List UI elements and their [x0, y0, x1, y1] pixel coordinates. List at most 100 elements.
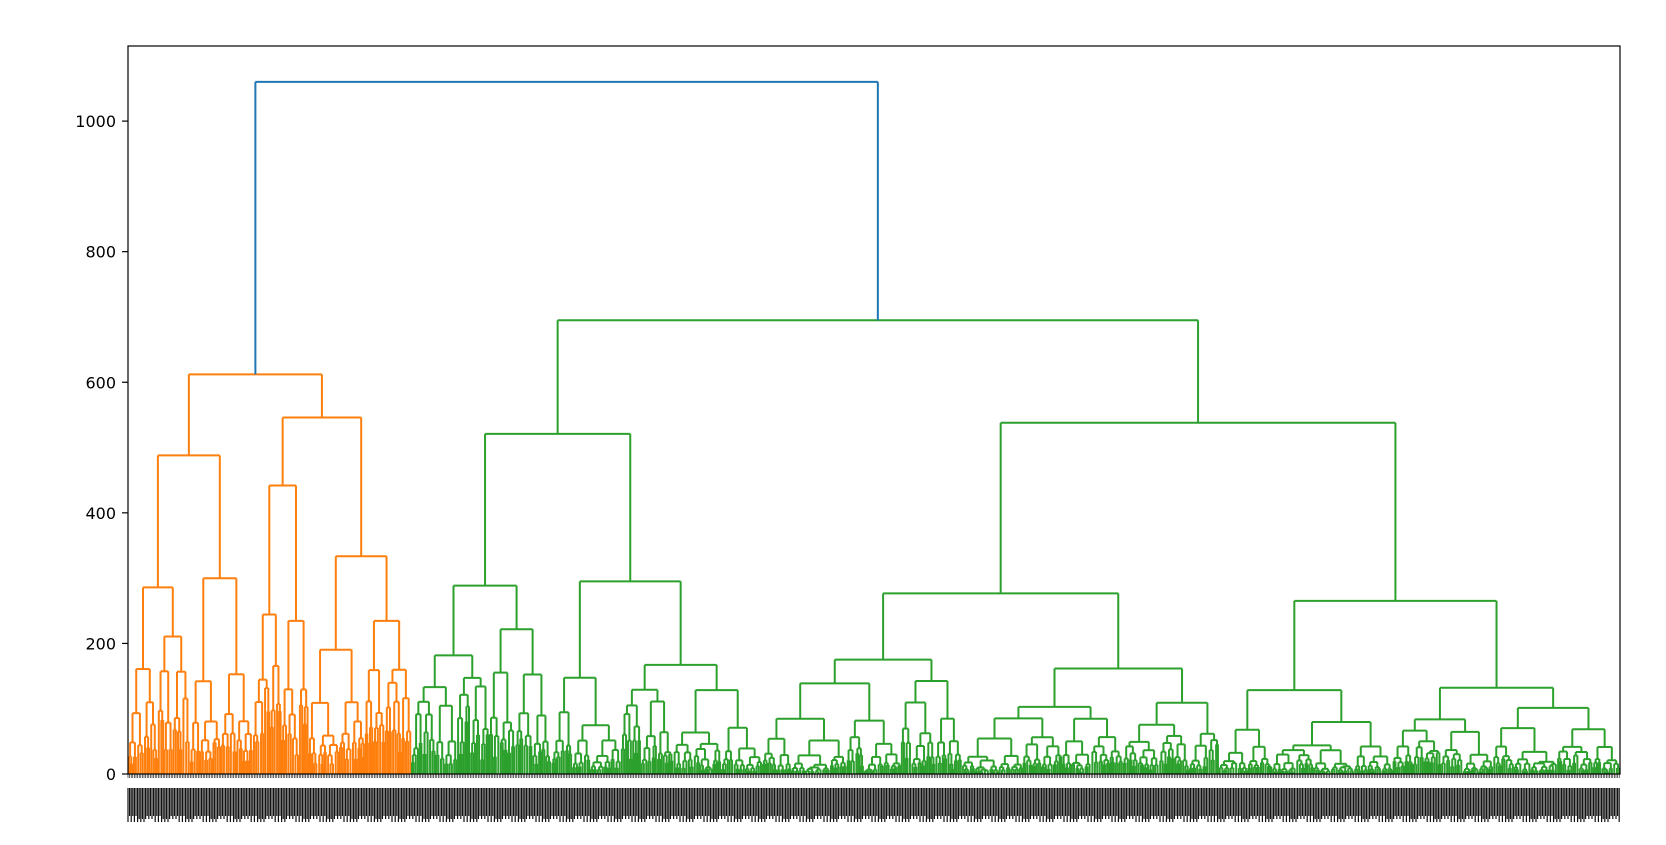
x-leaf-label [1103, 788, 1105, 816]
x-leaf-label [535, 788, 537, 822]
x-leaf-label [295, 788, 297, 822]
x-leaf-label [1209, 788, 1211, 816]
x-leaf-label [1596, 788, 1598, 816]
x-leaf-label [324, 788, 326, 816]
x-leaf-label [314, 788, 316, 816]
x-leaf-label [1551, 788, 1553, 816]
x-leaf-label [207, 788, 209, 816]
x-leaf-label [873, 788, 875, 816]
x-leaf-label [436, 788, 438, 819]
x-leaf-label [917, 788, 919, 816]
x-leaf-label [237, 788, 239, 819]
x-leaf-label [796, 788, 798, 819]
x-leaf-label [772, 788, 774, 819]
x-leaf-label [212, 788, 214, 822]
x-leaf-label [737, 788, 739, 822]
x-leaf-label [1303, 788, 1305, 819]
x-leaf-label [661, 788, 663, 822]
y-tick-label: 200 [85, 634, 116, 653]
x-leaf-label [1473, 788, 1475, 816]
x-leaf-label [1173, 788, 1175, 819]
x-leaf-label [373, 788, 375, 822]
x-leaf-label [1413, 788, 1415, 819]
x-leaf-label [1429, 788, 1431, 822]
x-leaf-label [1426, 788, 1428, 822]
x-leaf-label [935, 788, 937, 816]
x-leaf-label [794, 788, 796, 816]
x-leaf-label [1369, 788, 1371, 819]
x-leaf-label [231, 788, 233, 816]
x-leaf-label [394, 788, 396, 822]
x-leaf-label [1524, 788, 1526, 816]
x-leaf-label [754, 788, 756, 822]
x-leaf-label [226, 788, 228, 822]
x-leaf-label [1455, 788, 1457, 816]
x-leaf-label [713, 788, 715, 822]
x-leaf-label [1572, 788, 1574, 816]
x-leaf-label [1564, 788, 1566, 819]
x-leaf-label [837, 788, 839, 819]
x-leaf-label [335, 788, 337, 816]
x-leaf-label [1285, 788, 1287, 822]
x-leaf-label [529, 788, 531, 819]
x-leaf-label [1117, 788, 1119, 822]
x-leaf-label [396, 788, 398, 816]
x-leaf-label [1449, 788, 1451, 816]
x-leaf-label [887, 788, 889, 816]
x-leaf-label [777, 788, 779, 816]
x-leaf-label [1437, 788, 1439, 819]
x-leaf-label [1444, 788, 1446, 819]
x-leaf-label [183, 788, 185, 816]
x-leaf-label [596, 788, 598, 822]
x-leaf-label [1074, 788, 1076, 819]
x-leaf-label [359, 788, 361, 816]
x-leaf-label [401, 788, 403, 822]
x-leaf-label [583, 788, 585, 822]
x-leaf-label [1029, 788, 1031, 819]
x-leaf-label [559, 788, 561, 822]
x-leaf-label [429, 788, 431, 819]
x-leaf-label [641, 788, 643, 822]
x-leaf-label [569, 788, 571, 822]
x-leaf-label [570, 788, 572, 819]
x-leaf-label [1186, 788, 1188, 822]
x-leaf-label [732, 788, 734, 816]
dendrogram-links [127, 80, 1621, 774]
x-leaf-label [1036, 788, 1038, 819]
x-leaf-label [1281, 788, 1283, 816]
x-leaf-label [1345, 788, 1347, 819]
x-leaf-label [1271, 788, 1273, 822]
x-leaf-label [425, 788, 427, 822]
x-leaf-label [948, 788, 950, 816]
x-leaf-label [791, 788, 793, 816]
x-leaf-label [130, 788, 132, 822]
x-leaf-label [861, 788, 863, 819]
x-leaf-label [812, 788, 814, 822]
x-leaf-label [1273, 788, 1275, 819]
x-leaf-label [959, 788, 961, 816]
x-leaf-label [329, 788, 331, 822]
x-leaf-label [325, 788, 327, 822]
x-leaf-label [1569, 788, 1571, 816]
x-leaf-label [202, 788, 204, 822]
x-leaf-label [1228, 788, 1230, 819]
x-leaf-label [1276, 788, 1278, 819]
x-leaf-label [506, 788, 508, 816]
x-leaf-label [177, 788, 179, 816]
x-leaf-label [242, 788, 244, 816]
x-leaf-label [1060, 788, 1062, 819]
x-leaf-label [293, 788, 295, 816]
x-leaf-label [311, 788, 313, 816]
x-leaf-label [1447, 788, 1449, 819]
x-leaf-label [940, 788, 942, 819]
x-leaf-label [1615, 788, 1617, 819]
x-leaf-label [1162, 788, 1164, 822]
x-leaf-label [1041, 788, 1043, 816]
x-leaf-label [141, 788, 143, 819]
x-leaf-label [985, 788, 987, 819]
x-leaf-label [847, 788, 849, 822]
x-leaf-label [465, 788, 467, 816]
x-leaf-label [1346, 788, 1348, 816]
x-leaf-label [1553, 788, 1555, 822]
x-leaf-label [1543, 788, 1545, 819]
